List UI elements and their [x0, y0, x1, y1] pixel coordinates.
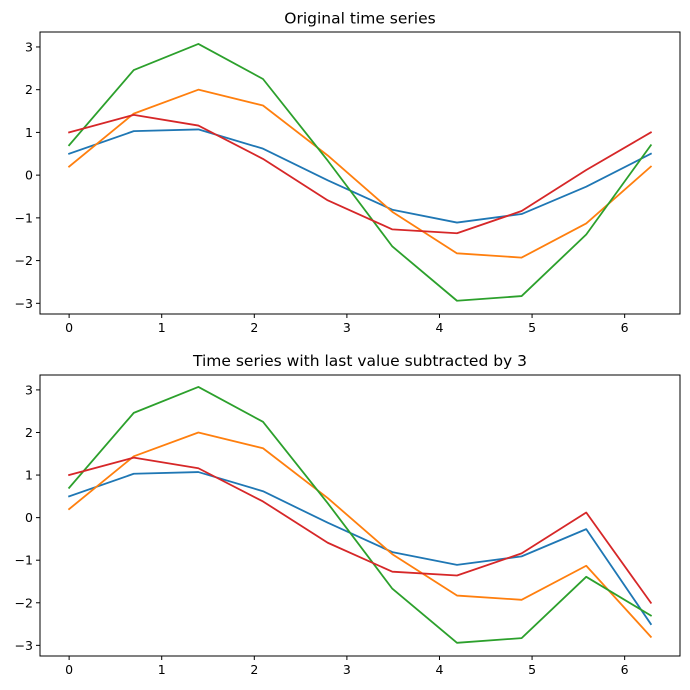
y-tick-label: −2 — [15, 595, 33, 610]
y-tick-label: 3 — [25, 39, 33, 54]
x-tick-label: 6 — [621, 320, 629, 335]
series-line-2 — [67, 431, 653, 639]
x-tick-label: 5 — [528, 662, 536, 677]
series-line-3 — [67, 386, 653, 644]
x-tick-label: 0 — [65, 320, 73, 335]
y-tick-label: −3 — [15, 296, 33, 311]
y-tick-label: 0 — [25, 168, 33, 183]
y-tick-label: 2 — [25, 425, 33, 440]
y-tick-label: 1 — [25, 125, 33, 140]
series-line-2 — [67, 88, 653, 259]
y-tick-label: 3 — [25, 382, 33, 397]
y-tick-label: −1 — [15, 553, 33, 568]
x-tick-label: 1 — [158, 320, 166, 335]
y-tick-label: −3 — [15, 638, 33, 653]
x-tick-label: 0 — [65, 662, 73, 677]
y-tick-label: −1 — [15, 210, 33, 225]
x-tick-label: 2 — [250, 320, 258, 335]
chart-last-value-subtracted: Time series with last value subtracted b… — [15, 352, 681, 677]
axes-frame — [39, 31, 681, 315]
series-line-4 — [68, 456, 653, 605]
chart-title-original: Original time series — [284, 10, 435, 28]
y-tick-label: 2 — [25, 82, 33, 97]
y-tick-label: 0 — [25, 510, 33, 525]
x-tick-label: 6 — [621, 662, 629, 677]
x-tick-label: 2 — [250, 662, 258, 677]
x-tick-label: 4 — [436, 320, 444, 335]
x-tick-label: 3 — [343, 662, 351, 677]
y-tick-label: 1 — [25, 468, 33, 483]
x-tick-label: 5 — [528, 320, 536, 335]
x-tick-label: 4 — [436, 662, 444, 677]
series-line-4 — [68, 113, 653, 235]
axes-frame — [39, 374, 681, 657]
x-tick-label: 1 — [158, 662, 166, 677]
series-line-1 — [67, 471, 653, 626]
series-line-3 — [67, 43, 653, 302]
y-tick-label: −2 — [15, 253, 33, 268]
chart-title-subtracted: Time series with last value subtracted b… — [192, 352, 527, 370]
chart-original-time-series: Original time series 0 1 2 3 4 5 6 −3 −2 −1 0 1 2 3 — [15, 10, 681, 335]
series-line-1 — [67, 128, 653, 224]
x-tick-label: 3 — [343, 320, 351, 335]
